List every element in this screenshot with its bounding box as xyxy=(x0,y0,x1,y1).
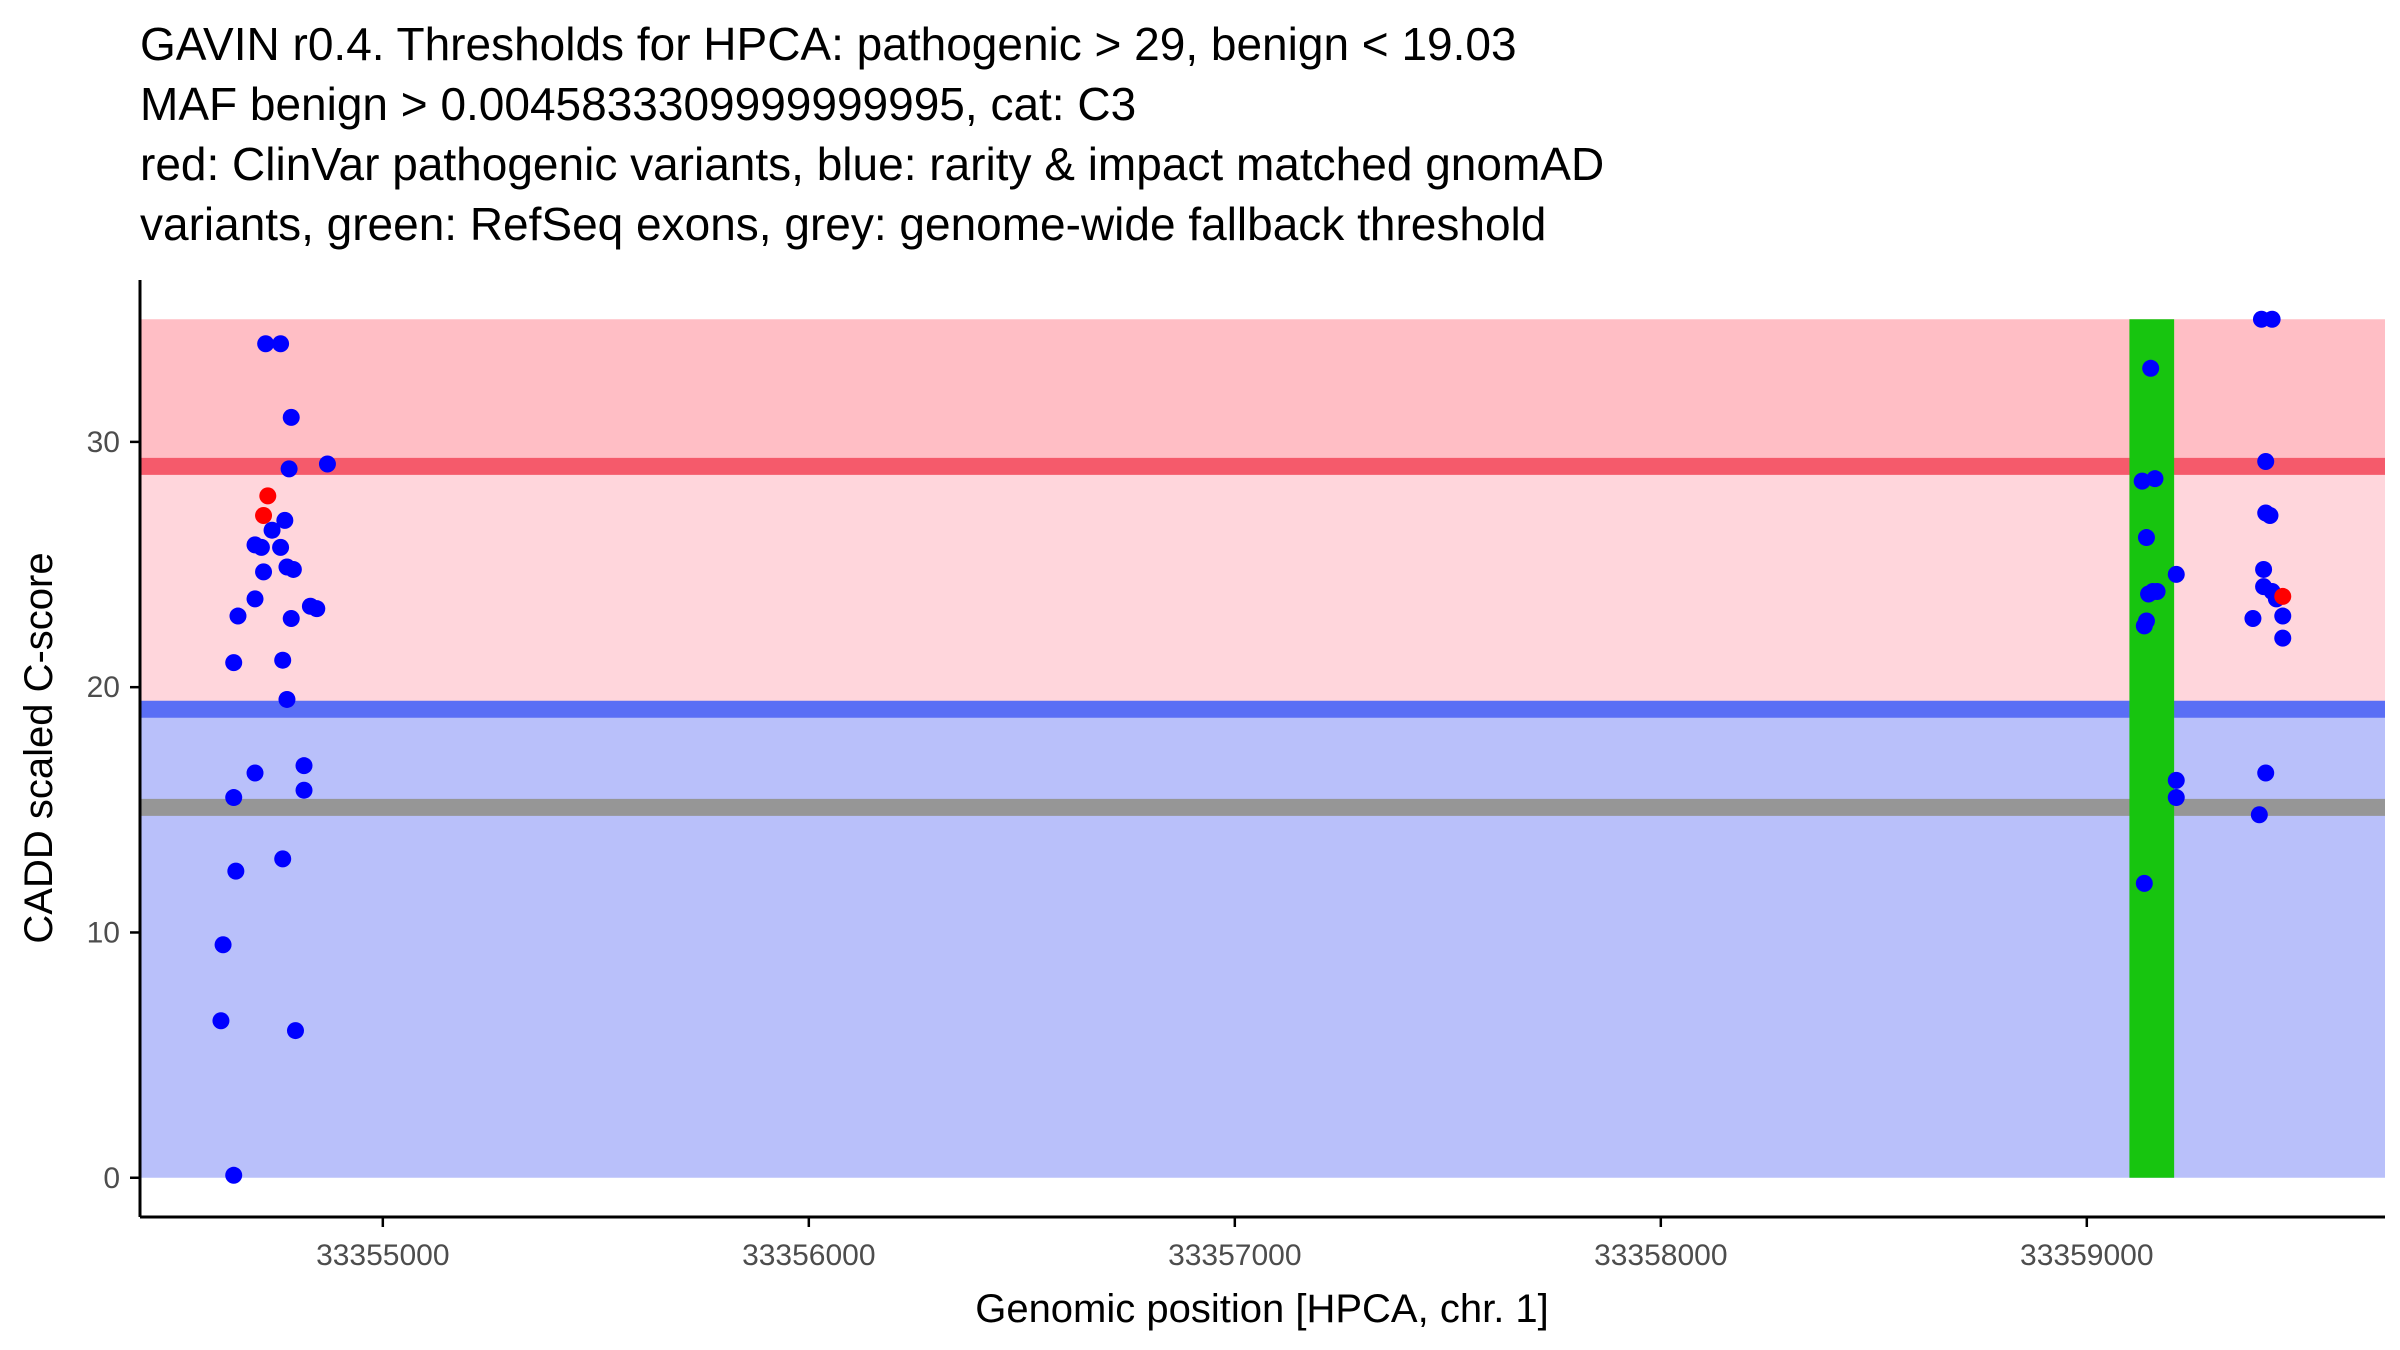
gnomad-point-23 xyxy=(274,850,292,868)
gnomad-point-50 xyxy=(2261,506,2279,524)
gnomad-point-17 xyxy=(276,511,294,529)
x-tick-label: 33355000 xyxy=(316,1239,449,1272)
gnomad-point-34 xyxy=(2142,359,2160,377)
gnomad-point-6 xyxy=(246,764,264,782)
gnomad-point-32 xyxy=(2133,472,2151,490)
gnomad-point-20 xyxy=(282,609,300,627)
gnomad-point-55 xyxy=(2274,607,2292,625)
gnomad-point-57 xyxy=(2257,764,2275,782)
exon-region-1 xyxy=(2129,319,2175,1178)
clinvar-pathogenic-point-3 xyxy=(2274,587,2292,605)
x-axis-label: Genomic position [HPCA, chr. 1] xyxy=(975,1287,1549,1331)
gnomad-point-8 xyxy=(229,607,247,625)
y-tick-label: 30 xyxy=(87,426,120,459)
gnomad-point-24 xyxy=(286,1022,304,1040)
y-tick-label: 10 xyxy=(87,916,120,949)
gnomad-point-28 xyxy=(295,781,313,799)
gnomad-point-26 xyxy=(280,460,298,478)
gnomad-point-43 xyxy=(2167,789,2185,807)
gnomad-point-22 xyxy=(278,690,296,708)
gnomad-point-3 xyxy=(214,936,232,954)
x-tick-label: 33357000 xyxy=(1168,1239,1301,1272)
gnomad-point-40 xyxy=(2148,583,2166,601)
x-tick-label: 33359000 xyxy=(2020,1239,2153,1272)
data-points xyxy=(212,310,2292,1184)
y-tick-label: 20 xyxy=(87,671,120,704)
gnomad-point-4 xyxy=(227,862,245,880)
gnomad-point-25 xyxy=(282,408,300,426)
gnomad-point-48 xyxy=(2257,453,2275,471)
gnomad-point-11 xyxy=(255,563,273,581)
threshold-bands xyxy=(140,319,2385,1178)
title-line-4: variants, green: RefSeq exons, grey: gen… xyxy=(140,198,1547,250)
gnomad-point-42 xyxy=(2167,771,2185,789)
gnomad-point-45 xyxy=(2244,609,2262,627)
threshold-lines xyxy=(140,457,2385,816)
x-tick-label: 33358000 xyxy=(1594,1239,1727,1272)
gnomad-point-1 xyxy=(225,1166,243,1184)
chart-title: GAVIN r0.4. Thresholds for HPCA: pathoge… xyxy=(140,14,1604,254)
gnomad-point-13 xyxy=(257,335,275,353)
title-line-3: red: ClinVar pathogenic variants, blue: … xyxy=(140,138,1605,190)
gnomad-point-30 xyxy=(308,600,326,618)
title-line-1: GAVIN r0.4. Thresholds for HPCA: pathoge… xyxy=(140,18,1517,70)
gnomad-point-27 xyxy=(295,757,313,775)
gnomad-point-14 xyxy=(272,335,290,353)
benign-zone xyxy=(140,710,2385,1178)
exon-regions xyxy=(2129,319,2175,1178)
gnomad-point-58 xyxy=(2250,806,2268,824)
x-axis-ticks: 33355000 33356000 33357000 33358000 33359000 xyxy=(316,1217,2154,1272)
y-axis-ticks: 0 10 20 30 xyxy=(87,426,140,1195)
gnomad-point-15 xyxy=(263,521,281,539)
gnomad-point-47 xyxy=(2263,310,2281,328)
gnomad-point-41 xyxy=(2167,565,2185,583)
clinvar-pathogenic-point-1 xyxy=(259,487,277,505)
gnomad-point-7 xyxy=(225,654,243,672)
y-axis-label: CADD scaled C-score xyxy=(17,552,61,943)
gnomad-point-31 xyxy=(318,455,336,473)
intermediate-zone xyxy=(140,466,2385,711)
x-tick-label: 33356000 xyxy=(742,1239,875,1272)
gnomad-point-37 xyxy=(2137,612,2155,630)
gnomad-point-21 xyxy=(274,651,292,669)
gnomad-point-56 xyxy=(2274,629,2292,647)
gnomad-point-16 xyxy=(272,538,290,556)
gnomad-point-2 xyxy=(212,1012,230,1030)
gnomad-point-19 xyxy=(284,560,302,578)
clinvar-pathogenic-point-2 xyxy=(255,506,273,524)
gnomad-point-9 xyxy=(246,590,264,608)
gnomad-point-33 xyxy=(2137,529,2155,547)
gnomad-point-51 xyxy=(2255,560,2273,578)
pathogenic-zone xyxy=(140,319,2385,467)
title-line-2: MAF benign > 0.0045833309999999995, cat:… xyxy=(140,78,1137,130)
gnomad-point-44 xyxy=(2135,874,2153,892)
y-tick-label: 0 xyxy=(103,1162,120,1195)
axes xyxy=(138,280,2385,1219)
gnomad-point-5 xyxy=(225,789,243,807)
gnomad-point-12 xyxy=(252,538,270,556)
gnomad-point-35 xyxy=(2146,470,2164,488)
